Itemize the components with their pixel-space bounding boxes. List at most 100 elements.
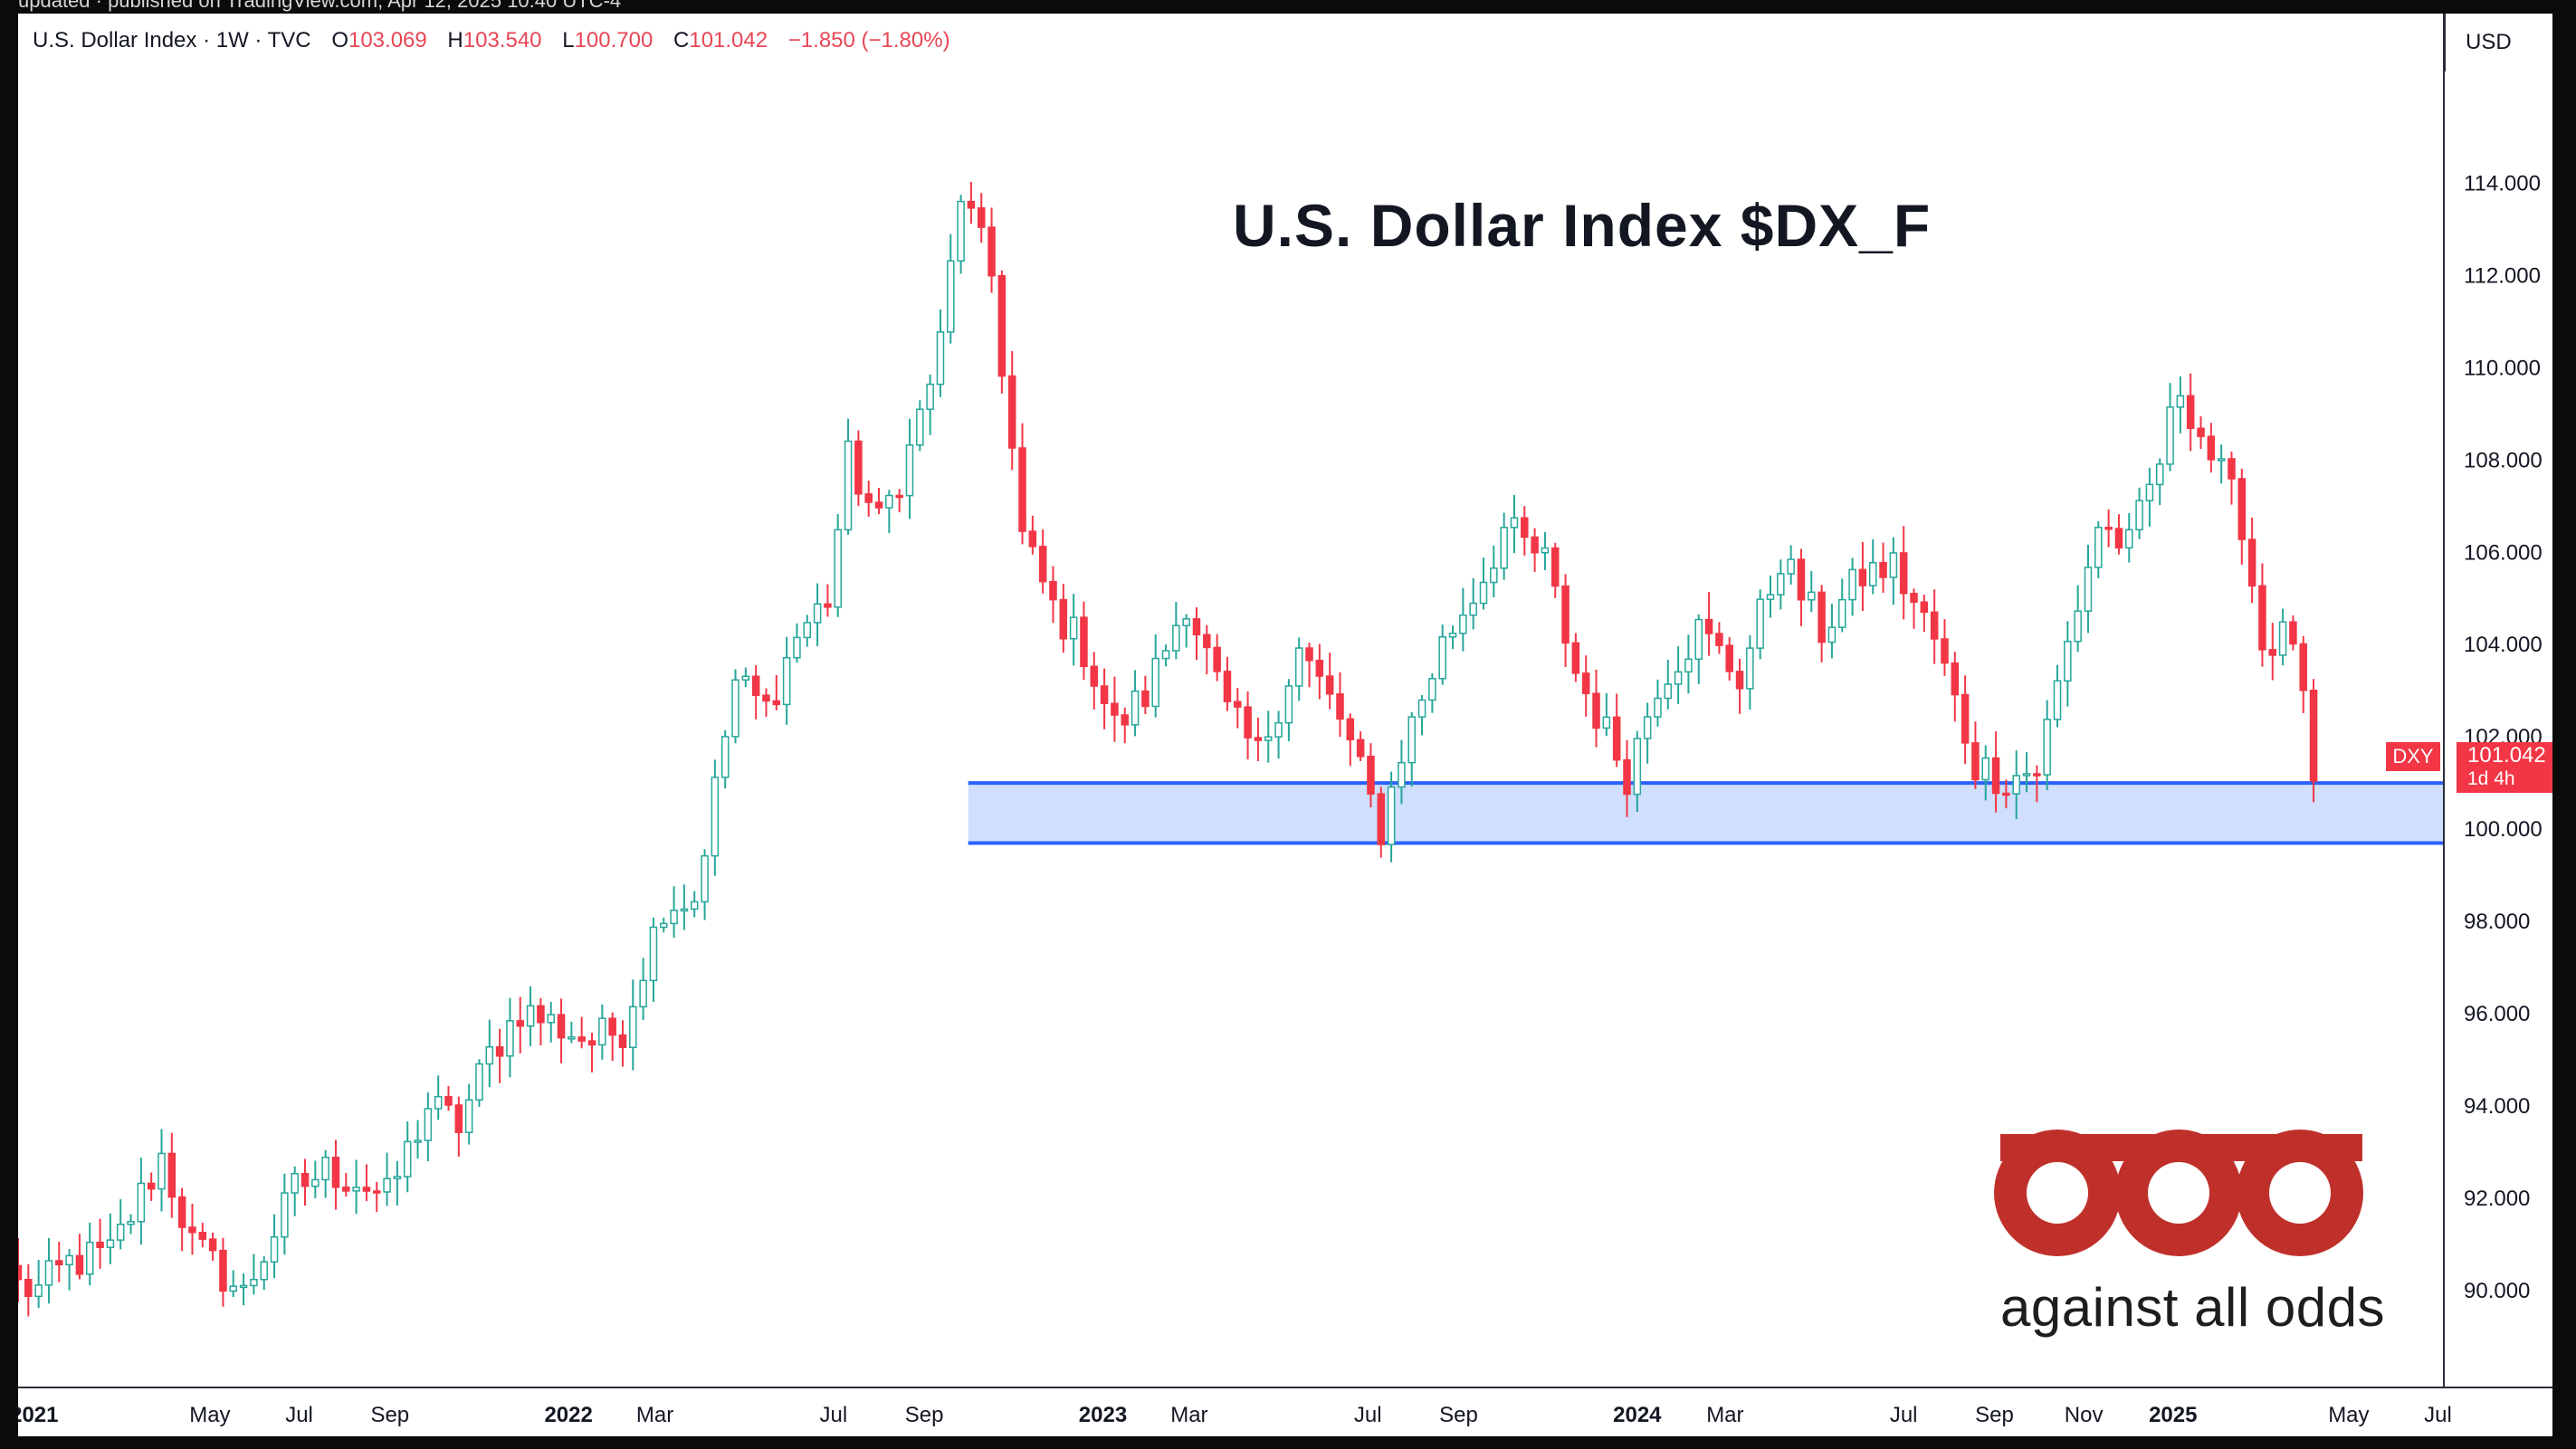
candle[interactable] xyxy=(1294,637,1303,701)
candle[interactable] xyxy=(762,688,770,717)
candle[interactable] xyxy=(229,1270,238,1298)
candle[interactable] xyxy=(1602,692,1611,737)
candle[interactable] xyxy=(291,1166,299,1216)
candle[interactable] xyxy=(34,1259,43,1309)
candle[interactable] xyxy=(2135,487,2143,539)
candle[interactable] xyxy=(1581,655,1590,717)
candle[interactable] xyxy=(1151,634,1159,718)
candle[interactable] xyxy=(1664,659,1673,710)
candle[interactable] xyxy=(1899,526,1908,620)
candle[interactable] xyxy=(2043,700,2051,790)
candle[interactable] xyxy=(516,996,525,1053)
candle[interactable] xyxy=(65,1249,73,1291)
candle[interactable] xyxy=(639,958,647,1021)
candle[interactable] xyxy=(1531,528,1539,572)
candle[interactable] xyxy=(1069,594,1078,666)
candle[interactable] xyxy=(393,1160,402,1206)
candle[interactable] xyxy=(987,207,996,293)
candle[interactable] xyxy=(2197,415,2205,450)
candle[interactable] xyxy=(1377,786,1386,858)
candle[interactable] xyxy=(1500,512,1508,580)
candle[interactable] xyxy=(1038,529,1047,594)
candle[interactable] xyxy=(434,1075,443,1120)
candle[interactable] xyxy=(1920,594,1929,633)
candle[interactable] xyxy=(2104,509,2113,548)
candle[interactable] xyxy=(1203,624,1211,674)
candle[interactable] xyxy=(1049,566,1057,624)
candle[interactable] xyxy=(2247,518,2256,604)
candle[interactable] xyxy=(331,1139,340,1210)
candle[interactable] xyxy=(1694,614,1703,685)
candle[interactable] xyxy=(885,490,893,534)
candle[interactable] xyxy=(321,1149,329,1198)
candle[interactable] xyxy=(85,1222,94,1286)
candle[interactable] xyxy=(1991,731,2000,813)
candle[interactable] xyxy=(1684,634,1693,694)
candle[interactable] xyxy=(711,759,720,876)
candle[interactable] xyxy=(1244,691,1252,760)
candle[interactable] xyxy=(905,418,914,520)
candle[interactable] xyxy=(824,584,832,617)
candle[interactable] xyxy=(2237,468,2247,565)
candle[interactable] xyxy=(1837,578,1846,633)
candle[interactable] xyxy=(1274,710,1283,759)
candle[interactable] xyxy=(1961,675,1970,764)
candle[interactable] xyxy=(895,489,903,513)
candle[interactable] xyxy=(1827,603,1837,659)
candle[interactable] xyxy=(1725,637,1733,681)
candle[interactable] xyxy=(2228,451,2236,505)
candle[interactable] xyxy=(1407,711,1417,787)
candle[interactable] xyxy=(1787,545,1795,585)
candle[interactable] xyxy=(198,1222,207,1248)
candle[interactable] xyxy=(1797,548,1806,626)
support-zone[interactable] xyxy=(968,783,2444,844)
candle[interactable] xyxy=(147,1172,156,1201)
candle[interactable] xyxy=(2074,585,2082,653)
candle[interactable] xyxy=(1818,585,1826,663)
candle[interactable] xyxy=(1387,771,1396,863)
candle[interactable] xyxy=(1704,592,1713,656)
candle[interactable] xyxy=(270,1214,279,1279)
candle[interactable] xyxy=(55,1241,63,1282)
candle[interactable] xyxy=(1633,730,1642,813)
candle[interactable] xyxy=(250,1254,258,1295)
candle[interactable] xyxy=(1868,539,1877,595)
candle[interactable] xyxy=(2166,383,2174,472)
candle[interactable] xyxy=(260,1256,268,1291)
candle[interactable] xyxy=(2258,563,2266,667)
candle[interactable] xyxy=(2299,635,2307,714)
candle[interactable] xyxy=(495,1028,504,1083)
candle[interactable] xyxy=(414,1120,422,1158)
candle[interactable] xyxy=(1550,542,1560,598)
candle[interactable] xyxy=(803,615,812,647)
candle[interactable] xyxy=(793,623,801,663)
candle[interactable] xyxy=(1561,574,1569,667)
candle[interactable] xyxy=(1315,643,1324,700)
candle[interactable] xyxy=(618,1020,627,1067)
candle[interactable] xyxy=(2207,423,2216,473)
candle[interactable] xyxy=(1459,587,1467,652)
candle[interactable] xyxy=(342,1172,350,1197)
candle[interactable] xyxy=(1192,607,1201,661)
candle[interactable] xyxy=(537,997,545,1046)
candle[interactable] xyxy=(1469,577,1477,630)
candle[interactable] xyxy=(2084,544,2093,634)
candle[interactable] xyxy=(997,270,1007,394)
candle[interactable] xyxy=(208,1232,217,1261)
candle[interactable] xyxy=(188,1203,196,1255)
candle[interactable] xyxy=(608,1012,616,1062)
candle[interactable] xyxy=(116,1199,125,1250)
candle[interactable] xyxy=(177,1187,186,1252)
candle[interactable] xyxy=(1490,545,1498,598)
candle[interactable] xyxy=(1756,589,1764,660)
candle[interactable] xyxy=(362,1164,371,1202)
candle[interactable] xyxy=(2053,664,2062,728)
currency-button[interactable]: USD xyxy=(2444,14,2552,71)
candle[interactable] xyxy=(454,1096,463,1158)
candle[interactable] xyxy=(577,1016,586,1049)
candle[interactable] xyxy=(772,675,781,710)
candle[interactable] xyxy=(1346,713,1355,767)
candle[interactable] xyxy=(2094,521,2103,578)
candle[interactable] xyxy=(1161,644,1170,667)
candle[interactable] xyxy=(2289,615,2297,651)
